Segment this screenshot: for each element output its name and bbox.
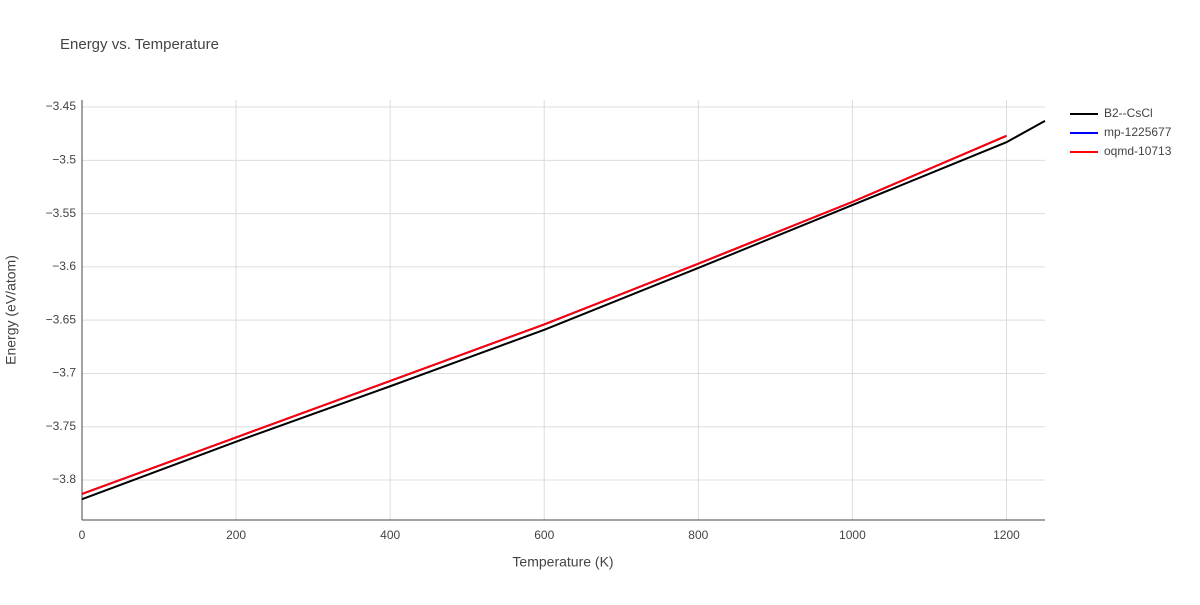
x-tick-label: 400 [380, 528, 400, 542]
y-tick-label: −3.55 [46, 206, 77, 220]
y-tick-label: −3.7 [52, 366, 76, 380]
y-axis-label: Energy (eV/atom) [3, 255, 19, 365]
x-tick-label: 0 [79, 528, 86, 542]
x-tick-label: 800 [688, 528, 708, 542]
y-tick-label: −3.6 [52, 259, 76, 273]
x-tick-label: 1000 [839, 528, 866, 542]
y-tick-label: −3.75 [46, 419, 77, 433]
chart-title: Energy vs. Temperature [60, 36, 219, 53]
x-tick-label: 200 [226, 528, 246, 542]
legend-label: B2--CsCl [1104, 106, 1153, 120]
legend-label: oqmd-10713 [1104, 144, 1172, 158]
x-tick-label: 1200 [993, 528, 1020, 542]
line-series [81, 134, 1007, 495]
y-tick-label: −3.45 [46, 99, 77, 113]
y-tick-label: −3.65 [46, 312, 77, 326]
y-tick-label: −3.5 [52, 152, 76, 166]
y-tick-label: −3.8 [52, 472, 76, 486]
x-axis-label: Temperature (K) [512, 554, 613, 570]
x-tick-label: 600 [534, 528, 554, 542]
legend-label: mp-1225677 [1104, 125, 1172, 139]
line-series [81, 120, 1046, 501]
